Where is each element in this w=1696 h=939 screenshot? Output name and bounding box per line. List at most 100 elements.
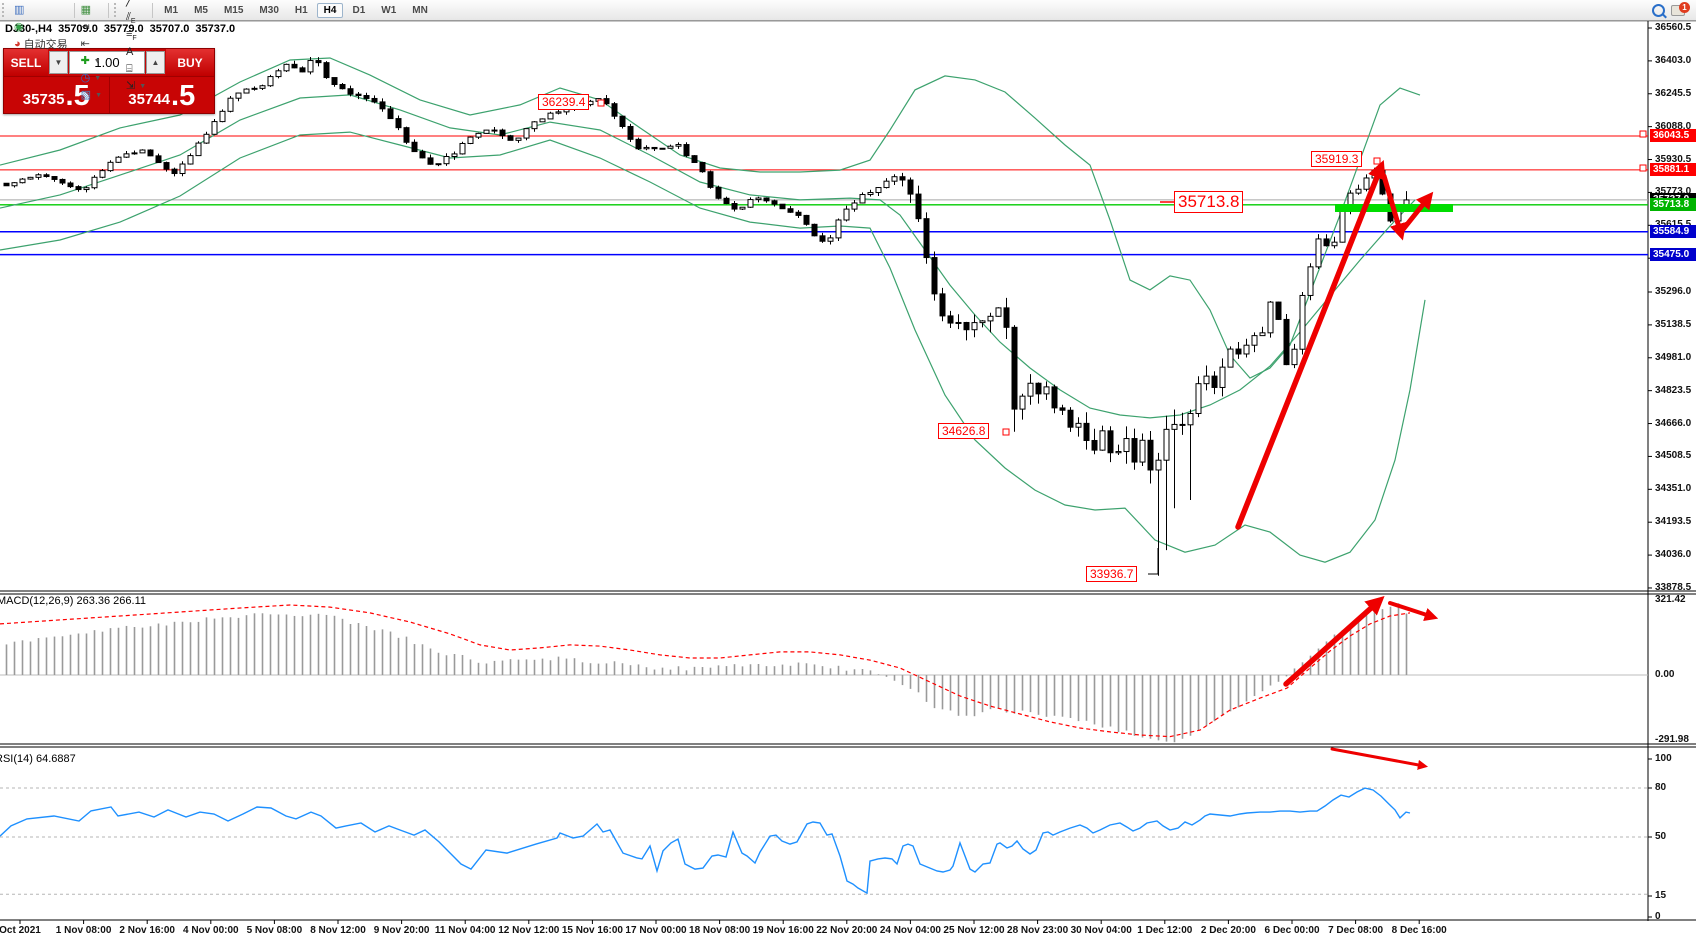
candle-body [371,97,378,103]
price-annotation[interactable]: 36239.4 [538,94,590,110]
timeframe-d1-button[interactable]: D1 [352,5,366,16]
volume-increase-button[interactable]: ▲ [146,51,165,74]
candle-body [867,192,874,196]
candle-body [35,174,42,178]
candle-body [467,136,474,144]
tile-windows-button[interactable]: ▦ [78,2,105,19]
candle-body [59,178,66,184]
notifications-button[interactable]: 1 [1668,1,1690,19]
trendline-button[interactable]: ╱ [123,0,149,10]
macd-rally-arrow [1283,596,1385,687]
text-button[interactable]: A [123,44,149,61]
bollinger-upper-band [0,57,1421,379]
timeframe-w1-button[interactable]: W1 [381,5,397,16]
timeframe-mn-button[interactable]: MN [412,5,428,16]
candle-body [1155,459,1162,471]
candle-body [155,155,162,164]
volume-input[interactable]: 1.00 [69,51,145,74]
candle-body [1107,430,1114,454]
toolbar-grip[interactable] [114,3,120,17]
candle-body [267,76,274,87]
candle-body [307,60,314,73]
candle-body [363,95,370,99]
indicators-button[interactable]: ✚ ▼ [78,53,105,70]
candle-body [243,88,250,94]
candle-body [1195,383,1202,414]
data-window-button[interactable]: ▥ [11,2,71,19]
time-axis-label: 8 Nov 12:00 [310,925,366,936]
template-icon: ▨ [80,88,92,101]
search-button[interactable] [1649,2,1668,19]
fibonacci-button[interactable]: ≡F [123,27,149,44]
candle-body [1131,438,1138,463]
candle-body [603,98,610,105]
timeframe-h1-button[interactable]: H1 [294,5,308,16]
candle-body [387,108,394,120]
sell-button[interactable]: SELL [4,49,48,76]
buy-button[interactable]: BUY [166,49,214,76]
candle-body [1243,344,1250,355]
time-axis-label: 8 Dec 16:00 [1391,925,1447,936]
main-toolbar: ✚新订单◆▥◉◕自动交易 ⫼◫∿⊕⊖▦⇥⇤✚▼◷▼▨▼ ↖＋｜—╱⫽E≡FA⌸⇲… [0,0,1696,100]
auto-scroll-button[interactable]: ⇥ [78,19,105,36]
timeframe-h4-button[interactable]: H4 [316,3,344,18]
candle-body [675,144,682,147]
candle-body [795,211,802,216]
rsi-tick: 0 [1655,911,1661,922]
price-annotation[interactable]: 34626.8 [938,423,990,439]
candle-body [491,129,498,132]
candle-body [515,137,522,141]
line-handle [1639,130,1647,138]
timeframe-m5-button[interactable]: M5 [194,5,208,16]
label-button[interactable]: ⌸ [123,61,149,78]
arrows-icon: ⇲ [126,80,136,92]
time-axis-label: 28 Nov 23:00 [1007,925,1069,936]
candle-body [331,77,338,85]
time-axis-label: 12 Nov 12:00 [498,925,560,936]
candle-body [899,176,906,181]
trendline-icon: ╱ [126,0,133,7]
timeframe-m15-button[interactable]: M15 [223,5,244,16]
tile-windows-icon: ▦ [80,3,92,16]
price-annotation[interactable]: 33936.7 [1086,566,1138,582]
candle-body [83,187,90,191]
sell-price[interactable]: 35735 .5 [4,77,109,113]
candle-body [619,115,626,127]
volume-decrease-button[interactable]: ▼ [49,51,68,74]
rsi-label: RSI(14) 64.6887 [0,753,76,765]
channel-button[interactable]: ⫽E [123,10,149,27]
chart-shift-icon: ⇤ [80,37,90,50]
timeframe-m30-button[interactable]: M30 [259,5,279,16]
buy-price[interactable]: 35744 .5 [110,77,215,113]
candle-body [195,142,202,157]
annotation-marker [597,99,605,107]
templates-button[interactable]: ▨ ▼ [78,87,105,104]
candle-body [1219,366,1226,388]
price-tick: 34036.0 [1655,549,1692,561]
candle-body [235,92,242,99]
candle-body [347,88,354,95]
price-annotation[interactable]: 35713.8 [1174,191,1244,213]
candle-body [971,322,978,331]
toolbar-grip[interactable] [2,3,8,17]
candle-body [419,151,426,159]
candle-body [1115,451,1122,454]
candle-body [531,121,538,130]
navigator-button[interactable]: ◉ [11,19,71,36]
price-badge: 36043.5 [1650,129,1696,143]
fibonacci-icon: ≡F [126,27,137,43]
timeframe-m1-button[interactable]: M1 [164,5,179,16]
candle-body [1019,395,1026,410]
time-axis-label: 5 Nov 08:00 [246,925,303,936]
candle-body [1339,209,1346,243]
symbol-info-line: DJ30-,H4 35709.0 35779.0 35707.0 35737.0 [5,23,241,35]
periods-button[interactable]: ◷ ▼ [78,70,105,87]
chart-shift-button[interactable]: ⇤ [78,36,105,53]
shapes-button[interactable]: ⇲ ▼ [123,78,149,95]
price-annotation[interactable]: 35919.3 [1311,151,1363,167]
auto-trading-label: 自动交易 [23,39,68,51]
auto-trading-button[interactable]: ◕ 自动交易 [11,36,71,53]
bollinger-middle-band [0,94,1416,419]
